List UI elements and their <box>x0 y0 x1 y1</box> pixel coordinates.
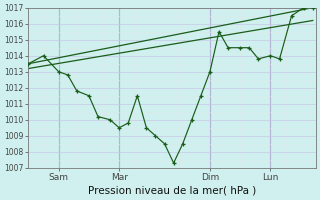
X-axis label: Pression niveau de la mer( hPa ): Pression niveau de la mer( hPa ) <box>88 186 256 196</box>
